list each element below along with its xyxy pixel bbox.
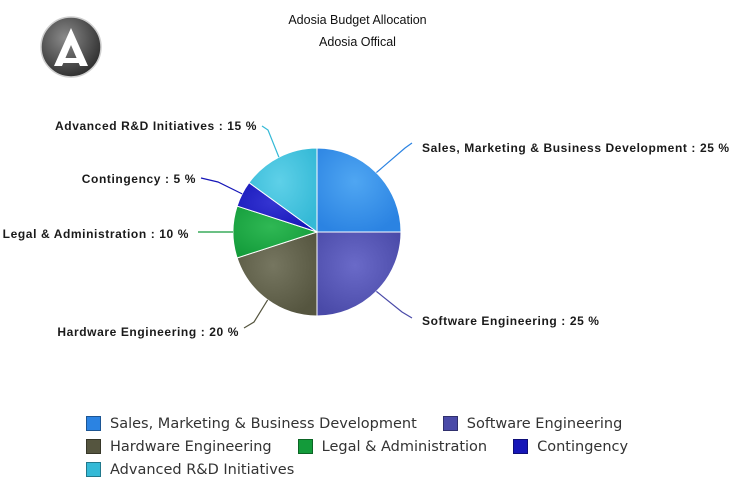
slice-label-hardware-engineering: Hardware Engineering : 20 % [57, 325, 239, 339]
pie-slice-advanced-r-d-initiatives[interactable] [248, 147, 318, 233]
leader-line-advanced-r-d-initiatives [261, 125, 280, 158]
slice-label-legal-administration: Legal & Administration : 10 % [3, 227, 189, 241]
legend-label: Software Engineering [466, 415, 623, 432]
legend-item-contingency[interactable]: Contingency [513, 439, 628, 455]
slice-label-sales-marketing-business-development: Sales, Marketing & Business Development … [422, 141, 730, 155]
legend-item-sales-marketing[interactable]: Sales, Marketing & Business Development [86, 416, 417, 432]
leader-line-contingency [200, 177, 243, 195]
legend-label: Contingency [537, 438, 629, 455]
pie-slices [232, 147, 402, 317]
legend-item-legal-administration[interactable]: Legal & Administration [297, 438, 488, 455]
pie-slice-sales-marketing-business-development[interactable] [316, 147, 402, 233]
legend-swatch [297, 439, 313, 454]
legend-item-advanced-rd[interactable]: Advanced R&D Initiatives [86, 462, 294, 478]
legend-row: Advanced R&D Initiatives [86, 458, 726, 481]
legend-item-hardware-engineering[interactable]: Hardware Engineering [86, 439, 272, 455]
legend-label: Advanced R&D Initiatives [110, 461, 295, 478]
legend-row: Hardware Engineering Legal & Administrat… [86, 435, 726, 458]
pie-slice-software-engineering[interactable] [316, 231, 402, 317]
slice-label-contingency: Contingency : 5 % [82, 172, 196, 186]
slice-labels: Sales, Marketing & Business Development … [3, 119, 730, 339]
chart-title: Adosia Budget Allocation [288, 13, 427, 27]
leader-line-hardware-engineering [243, 299, 269, 329]
legend-item-software-engineering[interactable]: Software Engineering [442, 415, 623, 432]
legend-label: Legal & Administration [321, 438, 488, 455]
chart-subtitle: Adosia Offical [319, 35, 396, 49]
adosia-logo [40, 16, 102, 78]
legend-swatch [442, 416, 458, 431]
legend-swatch [513, 439, 529, 454]
legend-label: Sales, Marketing & Business Development [110, 415, 417, 432]
legend-swatch [86, 462, 101, 477]
leader-lines [198, 125, 413, 329]
legend-swatch [86, 439, 101, 454]
legend-label: Hardware Engineering [110, 438, 272, 455]
legend-swatch [86, 416, 101, 431]
leader-line-software-engineering [376, 290, 413, 319]
leader-line-sales-marketing-business-development [376, 142, 413, 174]
legend-row: Sales, Marketing & Business Development … [86, 412, 726, 435]
slice-label-advanced-r-d-initiatives: Advanced R&D Initiatives : 15 % [55, 119, 257, 133]
slice-label-software-engineering: Software Engineering : 25 % [422, 314, 600, 328]
legend: Sales, Marketing & Business Development … [86, 412, 726, 481]
